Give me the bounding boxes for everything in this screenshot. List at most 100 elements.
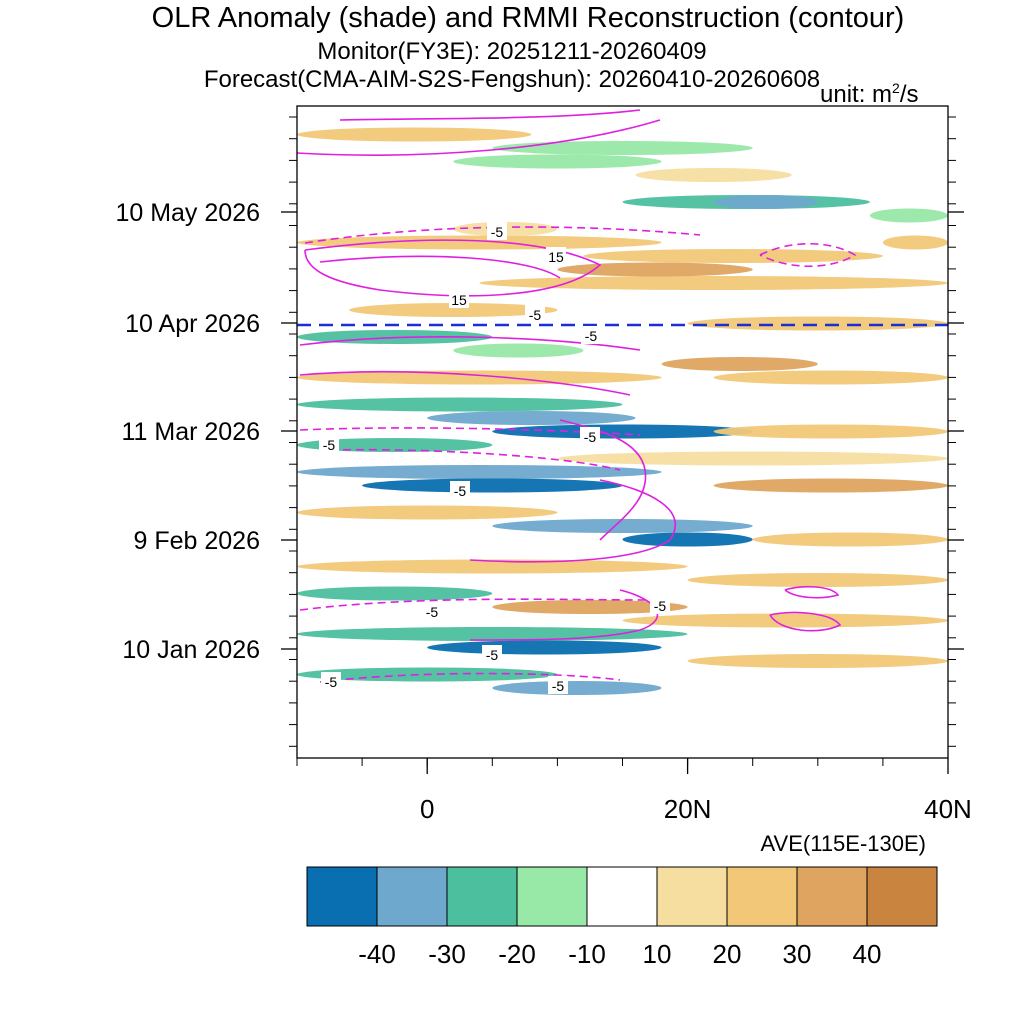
contour-label-text: -5: [529, 307, 542, 323]
olr-band: [583, 249, 883, 263]
olr-band: [297, 127, 532, 142]
olr-band: [427, 411, 636, 425]
olr-band: [453, 154, 662, 169]
contour-label: -5: [525, 305, 545, 323]
colorbar-label: 10: [643, 939, 672, 969]
colorbar-swatch: [866, 866, 938, 927]
olr-band: [661, 357, 818, 371]
rmmi-contour-dashed: [329, 448, 621, 471]
y-tick-label: 9 Feb 2026: [134, 527, 261, 555]
contour-label-bg: [321, 672, 341, 690]
olr-band: [427, 640, 662, 655]
olr-band: [297, 586, 493, 601]
contour-label-bg: [449, 290, 469, 308]
olr-band: [492, 424, 753, 439]
contour-label-bg: [581, 326, 601, 344]
olr-band: [713, 478, 948, 493]
olr-band: [635, 168, 792, 182]
rmmi-contour-dashed: [319, 672, 621, 683]
x-tick-label: 40N: [924, 794, 972, 824]
y-tick-label: 10 Jan 2026: [122, 636, 260, 664]
rmmi-contour: [339, 109, 641, 121]
colorbar-label: 20: [713, 939, 742, 969]
chart-title: OLR Anomaly (shade) and RMMI Reconstruct…: [151, 2, 905, 34]
rmmi-contour-dashed: [759, 243, 857, 267]
contour-label-bg: [548, 676, 568, 694]
olr-band: [492, 141, 753, 155]
contour-label: -5: [581, 326, 601, 344]
contour-label-bg: [525, 305, 545, 323]
contour-label-text: -5: [552, 678, 565, 694]
contour-labels-layer: -5 15 15 -5 -5 -5 -5 -5 -5 -5 -5 -5 -5: [319, 222, 670, 694]
colorbar-label: -30: [428, 939, 466, 969]
colorbar-label: -10: [568, 939, 606, 969]
contour-label: 15: [546, 247, 566, 265]
olr-band: [297, 370, 662, 385]
colorbar-swatch: [796, 866, 868, 927]
olr-band: [297, 465, 662, 479]
olr-band: [687, 654, 948, 668]
contour-label-text: -5: [325, 674, 338, 690]
rmmi-contour: [319, 255, 561, 279]
contour-label: 15: [449, 290, 469, 308]
olr-band: [492, 681, 662, 695]
contour-label: -5: [650, 596, 670, 614]
contour-label-bg: [580, 427, 600, 445]
olr-band: [622, 613, 948, 628]
contour-label-text: -5: [426, 604, 439, 620]
contour-label-text: -5: [486, 647, 499, 663]
colorbar-label: -40: [358, 939, 396, 969]
olr-band: [349, 303, 558, 317]
colorbar-label: 30: [783, 939, 812, 969]
colorbar-label: 40: [853, 939, 882, 969]
colorbar-swatch: [656, 866, 728, 927]
contour-label: -5: [548, 676, 568, 694]
unit-superscript: 2: [892, 80, 900, 96]
colorbar-swatch: [376, 866, 448, 927]
olr-band: [687, 573, 948, 587]
unit-suffix: /s: [899, 81, 919, 108]
olr-band: [713, 424, 948, 439]
rmmi-contour: [299, 370, 631, 396]
y-tick-label: 11 Mar 2026: [121, 418, 260, 446]
rmmi-contour-dashed: [299, 598, 651, 611]
contour-label: -5: [450, 481, 470, 499]
y-tick-label: 10 May 2026: [115, 199, 260, 227]
olr-band: [362, 478, 623, 493]
x-tick-label: 0: [420, 794, 434, 824]
contour-label: -5: [319, 435, 339, 453]
rmmi-contour: [304, 239, 602, 297]
contour-label-bg: [422, 602, 442, 620]
olr-band: [297, 627, 688, 641]
contour-label: -5: [487, 222, 507, 240]
olr-band: [713, 195, 818, 209]
colorbar-label: -20: [498, 939, 536, 969]
olr-band: [297, 397, 623, 412]
contour-label: -5: [321, 672, 341, 690]
olr-band: [622, 532, 753, 547]
olr-band: [882, 235, 948, 250]
olr-band: [492, 519, 753, 533]
olr-band: [453, 343, 584, 358]
olr-band: [557, 451, 948, 466]
olr-band: [297, 559, 688, 574]
contour-label-text: -5: [323, 437, 336, 453]
contour-label-text: -5: [454, 483, 467, 499]
contour-label-bg: [319, 435, 339, 453]
contour-label-text: -5: [584, 429, 597, 445]
colorbar-swatch: [726, 866, 798, 927]
contour-label: -5: [482, 645, 502, 663]
olr-shading-layer: [297, 127, 948, 695]
olr-band: [869, 208, 948, 223]
colorbar: -40 -30 -20 -10 10 20 30 40: [306, 866, 938, 969]
olr-band: [557, 262, 753, 277]
contour-label-text: -5: [654, 598, 667, 614]
contour-label-text: 15: [548, 249, 564, 265]
contour-label-bg: [487, 222, 507, 240]
rmmi-contour-dashed: [299, 427, 641, 436]
olr-band: [492, 600, 688, 614]
rmmi-contour: [769, 611, 842, 632]
chart-subtitle-forecast: Forecast(CMA-AIM-S2S-Fengshun): 20260410…: [203, 66, 821, 93]
olr-band: [687, 316, 948, 331]
unit-label: unit: m2/s: [820, 80, 919, 109]
